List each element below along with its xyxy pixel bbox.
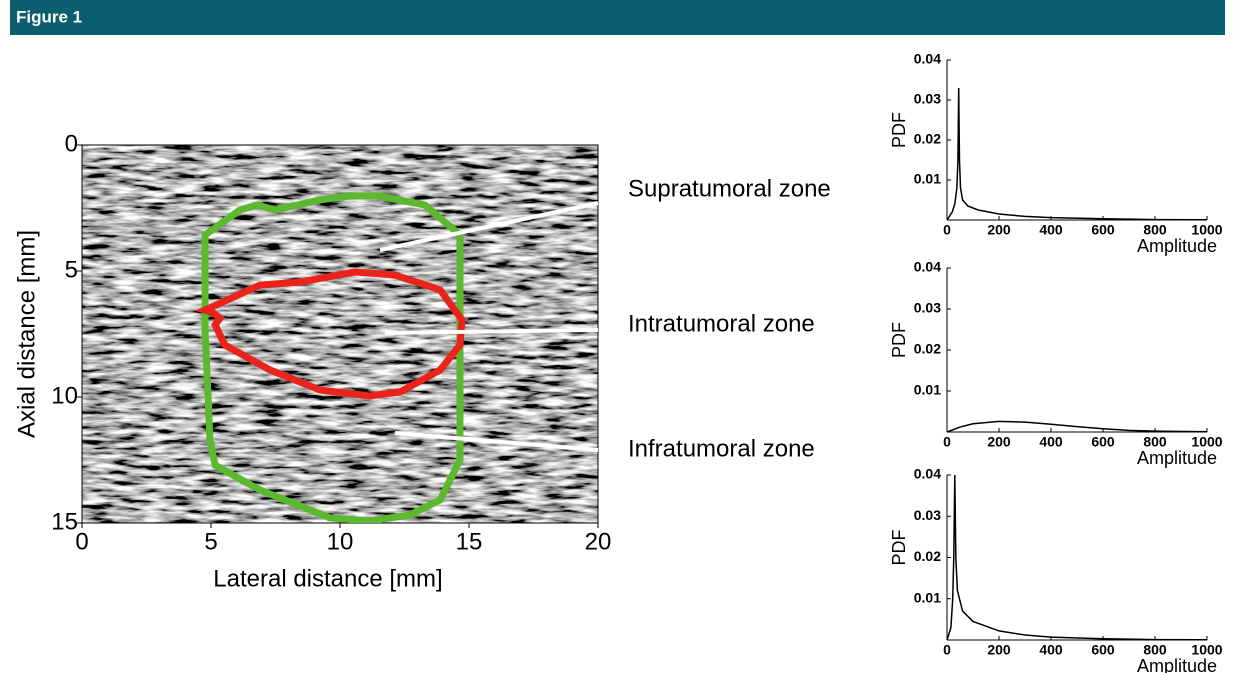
x-tick-label: 0 [943, 642, 951, 658]
y-tick-label: 0.02 [914, 341, 941, 357]
x-tick-label: 200 [987, 222, 1011, 238]
pdf-curve [947, 475, 1207, 640]
x-axis-label: Amplitude [1137, 448, 1217, 468]
x-tick-label: 600 [1091, 434, 1115, 450]
y-axis-label: PDF [889, 322, 909, 358]
y-tick-label: 10 [51, 382, 78, 409]
zone-label: Intratumoral zone [628, 310, 815, 337]
x-tick-label: 400 [1039, 642, 1063, 658]
y-tick-label: 0.04 [914, 51, 941, 67]
y-axis-label: Axial distance [mm] [13, 230, 40, 438]
header-bar [10, 0, 1225, 35]
pdf-curve [947, 421, 1207, 432]
y-tick-label: 0.02 [914, 131, 941, 147]
figure-title: Figure 1 [16, 7, 82, 26]
x-tick-label: 5 [204, 528, 217, 555]
y-tick-label: 0.01 [914, 382, 941, 398]
x-axis-label: Lateral distance [mm] [213, 565, 442, 592]
x-tick-label: 10 [327, 528, 354, 555]
zone-label: Infratumoral zone [628, 435, 815, 462]
x-tick-label: 400 [1039, 434, 1063, 450]
x-tick-label: 200 [987, 434, 1011, 450]
y-tick-label: 0.04 [914, 466, 941, 482]
y-tick-label: 15 [51, 508, 78, 535]
x-tick-label: 600 [1091, 222, 1115, 238]
y-tick-label: 0.03 [914, 300, 941, 316]
y-tick-label: 0.02 [914, 548, 941, 564]
figure: Figure 1 Supratumoral zone Intratumoral z… [0, 0, 1235, 673]
y-tick-label: 0.04 [914, 259, 941, 275]
y-tick-label: 0.01 [914, 171, 941, 187]
zone-label: Supratumoral zone [628, 175, 831, 202]
x-tick-label: 0 [943, 434, 951, 450]
y-tick-label: 0.03 [914, 91, 941, 107]
y-tick-label: 0.01 [914, 589, 941, 605]
y-axis-label: PDF [889, 529, 909, 565]
x-tick-label: 15 [456, 528, 483, 555]
x-tick-label: 600 [1091, 642, 1115, 658]
x-tick-label: 20 [585, 528, 612, 555]
y-tick-label: 5 [65, 256, 78, 283]
y-tick-label: 0 [65, 130, 78, 157]
ultrasound-image [82, 145, 598, 523]
y-axis-label: PDF [889, 112, 909, 148]
x-axis-label: Amplitude [1137, 656, 1217, 673]
x-tick-label: 0 [943, 222, 951, 238]
x-tick-label: 200 [987, 642, 1011, 658]
x-axis-label: Amplitude [1137, 236, 1217, 256]
y-tick-label: 0.03 [914, 507, 941, 523]
pdf-curve [947, 88, 1207, 220]
x-tick-label: 400 [1039, 222, 1063, 238]
